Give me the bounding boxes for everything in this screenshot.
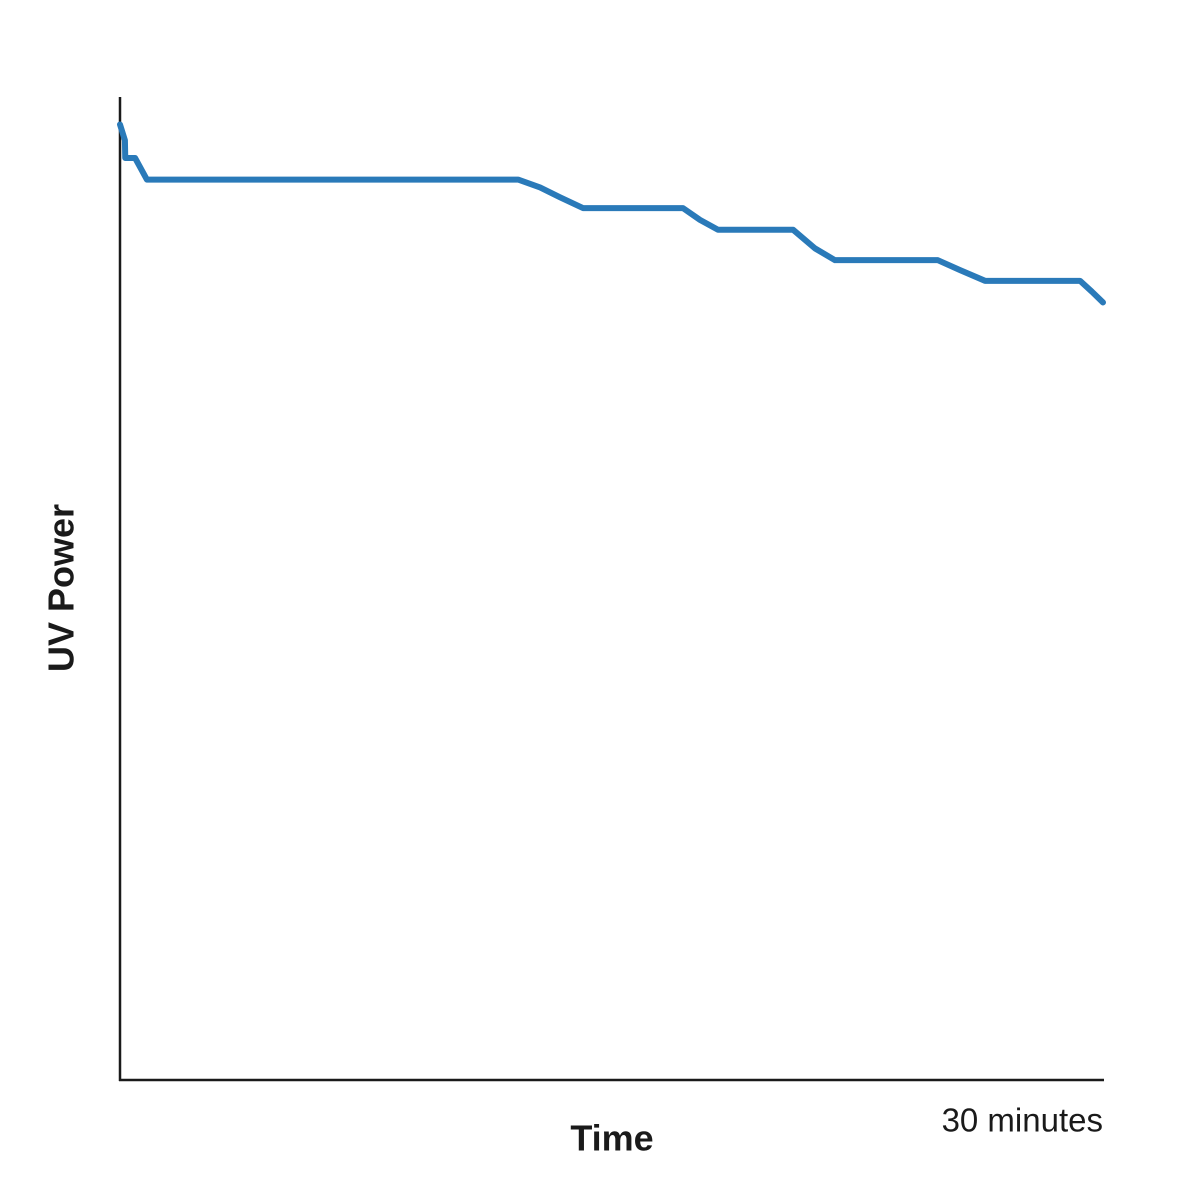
y-axis-title: UV Power bbox=[41, 504, 82, 672]
x-tick-label: 30 minutes bbox=[942, 1102, 1103, 1139]
x-axis-title: Time bbox=[570, 1118, 653, 1159]
line bbox=[117, 121, 1106, 306]
